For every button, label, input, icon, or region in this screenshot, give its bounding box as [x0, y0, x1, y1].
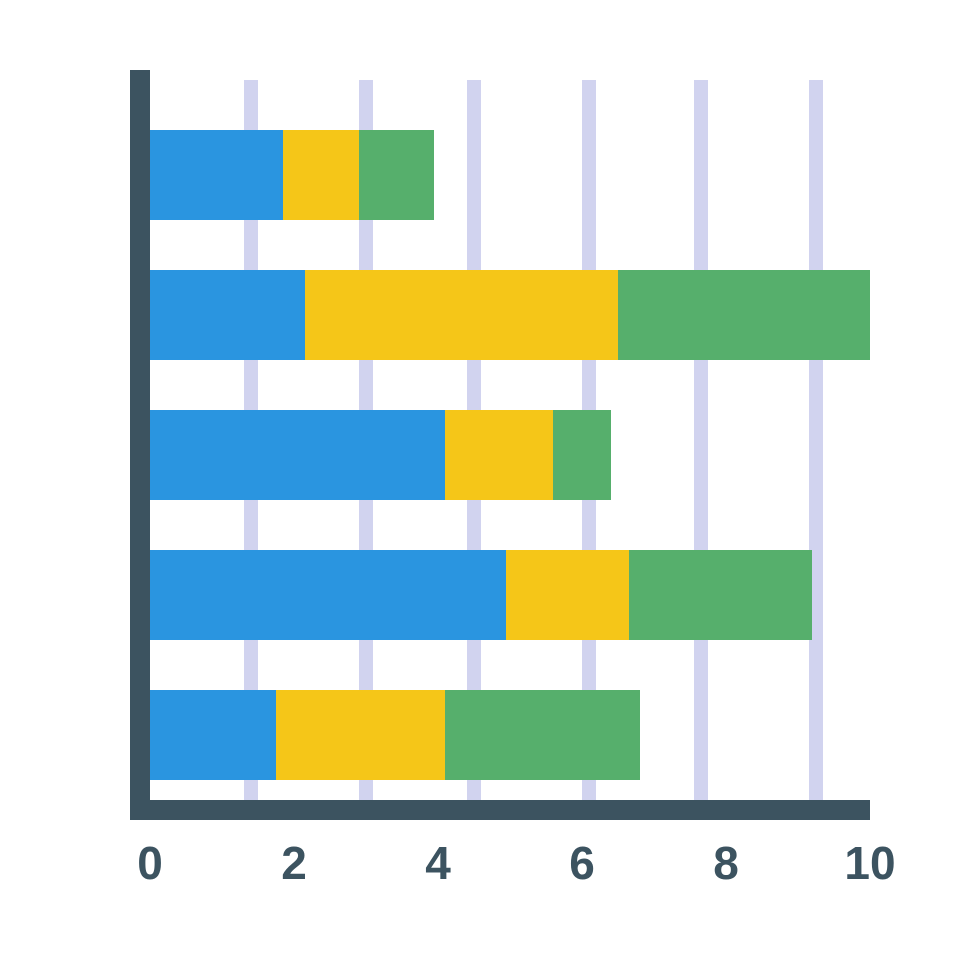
bar-segment-blue: [150, 550, 506, 640]
x-tick-label: 10: [844, 836, 895, 890]
bar-segment-yellow: [305, 270, 618, 360]
bar-segment-yellow: [276, 690, 445, 780]
bar-row: [150, 270, 870, 360]
bar-segment-yellow: [283, 130, 359, 220]
x-tick-label: 2: [281, 836, 307, 890]
bar-segment-green: [629, 550, 813, 640]
bar-segment-green: [359, 130, 435, 220]
bar-segment-blue: [150, 410, 445, 500]
x-axis: [130, 800, 870, 820]
bar-row: [150, 410, 611, 500]
bar-row: [150, 130, 434, 220]
bar-segment-green: [553, 410, 611, 500]
bar-row: [150, 550, 812, 640]
x-tick-labels: 0246810: [150, 836, 870, 896]
x-tick-label: 0: [137, 836, 163, 890]
bar-segment-blue: [150, 130, 283, 220]
stacked-bar-chart: 0246810: [110, 80, 870, 840]
x-tick-label: 8: [713, 836, 739, 890]
bars-group: [150, 80, 870, 800]
bar-segment-yellow: [506, 550, 628, 640]
bar-segment-green: [618, 270, 870, 360]
x-tick-label: 4: [425, 836, 451, 890]
bar-row: [150, 690, 640, 780]
bar-segment-yellow: [445, 410, 553, 500]
y-axis: [130, 70, 150, 810]
bar-segment-green: [445, 690, 639, 780]
bar-segment-blue: [150, 270, 305, 360]
x-tick-label: 6: [569, 836, 595, 890]
bar-segment-blue: [150, 690, 276, 780]
